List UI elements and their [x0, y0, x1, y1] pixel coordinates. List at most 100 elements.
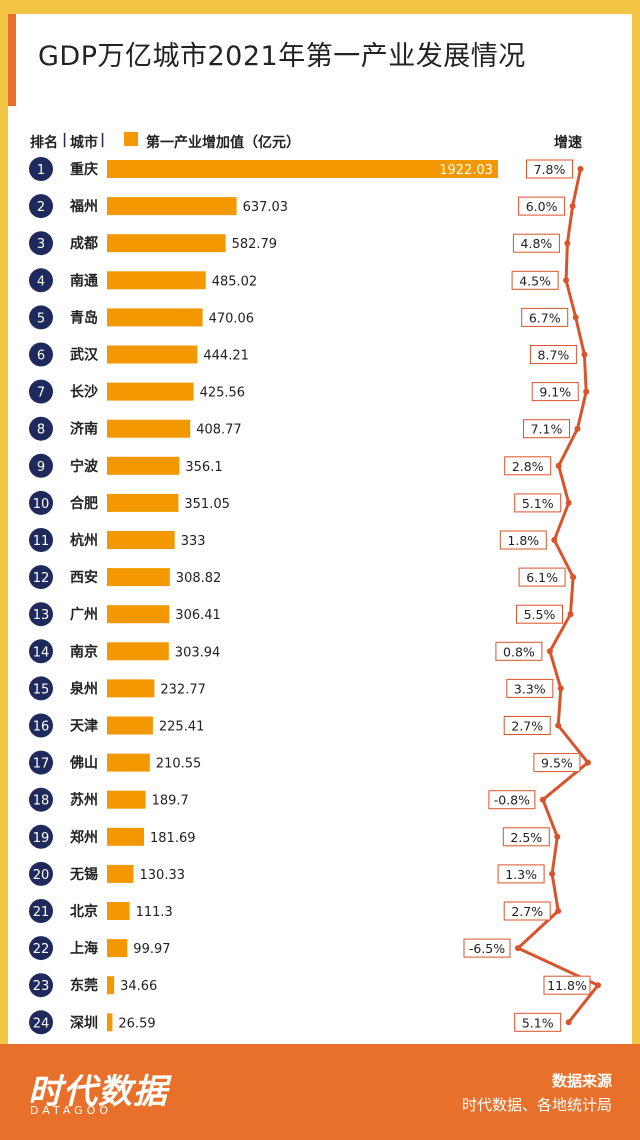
growth-label: 1.3% [505, 867, 537, 882]
city-name: 南京 [70, 643, 98, 660]
city-name: 长沙 [70, 384, 98, 401]
city-name: 泉州 [70, 680, 98, 697]
city-name: 西安 [70, 569, 98, 586]
growth-point [557, 685, 564, 692]
header-separator: | [62, 132, 68, 148]
source-title: 数据来源 [551, 1072, 612, 1090]
city-name: 苏州 [70, 792, 98, 809]
bar [107, 197, 237, 216]
bar [107, 939, 128, 958]
rank-number: 16 [33, 720, 50, 735]
growth-label-box [463, 938, 511, 958]
growth-label: 2.7% [511, 904, 543, 919]
rank-number: 19 [33, 831, 50, 846]
rank-badge [29, 194, 53, 219]
growth-label: 6.1% [526, 570, 558, 585]
rank-number: 23 [33, 979, 50, 994]
bar [107, 716, 153, 735]
bar-value-label: 111.3 [136, 905, 173, 920]
growth-point [583, 388, 590, 395]
bar-value-label: 306.41 [175, 608, 221, 623]
rank-badge [29, 268, 53, 293]
rank-number: 14 [33, 645, 50, 660]
chart-title: GDP万亿城市2021年第一产业发展情况 [38, 41, 526, 72]
growth-point [572, 314, 579, 321]
city-name: 东莞 [70, 977, 98, 994]
bar [107, 568, 170, 587]
growth-label: 4.5% [519, 273, 551, 288]
bar-value-label: 232.77 [160, 682, 206, 697]
city-name: 宁波 [70, 458, 99, 475]
rank-number: 22 [33, 942, 50, 957]
rank-badge [29, 713, 53, 738]
rank-badge [29, 639, 53, 664]
rank-badge [29, 787, 53, 812]
city-name: 济南 [70, 421, 98, 438]
growth-point [546, 648, 553, 655]
growth-label: 1.8% [507, 533, 539, 548]
growth-label-box [495, 641, 543, 661]
rank-number: 20 [33, 868, 50, 883]
rank-number: 8 [37, 423, 45, 438]
bar-value-label: 34.66 [120, 979, 157, 994]
rank-number: 3 [37, 237, 45, 252]
growth-point [554, 833, 561, 840]
bar-value-label: 308.82 [176, 571, 222, 586]
growth-label-box [506, 678, 554, 698]
city-name: 成都 [70, 235, 98, 252]
growth-point [577, 166, 584, 172]
city-header: 城市 [70, 135, 98, 151]
growth-label: 5.5% [524, 607, 556, 622]
bar [107, 902, 130, 920]
title-accent-bar [8, 14, 16, 106]
rank-badge [29, 157, 53, 181]
legend-swatch [124, 132, 138, 146]
growth-label-box [511, 270, 559, 290]
rank-number: 12 [33, 571, 50, 586]
growth-label-box [499, 530, 547, 550]
growth-label-box [502, 827, 550, 847]
bar-value-label: 444.21 [203, 349, 249, 364]
rank-number: 9 [37, 460, 45, 475]
growth-point [564, 240, 571, 247]
growth-point [551, 537, 558, 543]
city-name: 重庆 [70, 161, 98, 178]
growth-point [574, 425, 581, 432]
city-name: 天津 [70, 718, 98, 735]
rank-number: 13 [33, 608, 50, 623]
growth-label-box [516, 604, 563, 624]
rank-number: 4 [37, 274, 45, 289]
city-name: 合肥 [70, 495, 98, 512]
growth-point [595, 982, 601, 989]
rank-number: 7 [37, 386, 45, 401]
bar-value-label: 225.41 [159, 720, 205, 735]
growth-point [570, 574, 577, 581]
growth-label: 4.8% [521, 236, 553, 251]
growth-label-box [503, 716, 551, 735]
growth-label-box [518, 196, 566, 216]
growth-label-box [523, 419, 570, 439]
bar-value-label: 333 [181, 534, 206, 549]
city-name: 青岛 [70, 309, 98, 326]
rank-badge [29, 602, 53, 627]
bar-value-label: 485.02 [212, 274, 258, 289]
bar-value-label: 470.06 [209, 311, 255, 326]
growth-label: 5.1% [522, 1015, 554, 1030]
bar-value-label: 408.77 [196, 423, 242, 438]
rank-badge [29, 973, 53, 998]
city-name: 福州 [69, 198, 98, 215]
growth-label-box [531, 382, 579, 402]
bar-value-label: 1922.03 [439, 163, 493, 178]
rank-number: 15 [33, 682, 50, 697]
rank-badge [29, 824, 53, 849]
growth-label-box [529, 345, 577, 364]
growth-point [549, 870, 556, 877]
rank-number: 11 [33, 534, 50, 549]
growth-label: 7.8% [534, 162, 566, 177]
bar-value-label: 425.56 [200, 386, 246, 401]
growth-label: 7.1% [531, 422, 563, 437]
bar [107, 382, 194, 401]
rank-number: 2 [37, 200, 45, 215]
bar [107, 234, 226, 253]
